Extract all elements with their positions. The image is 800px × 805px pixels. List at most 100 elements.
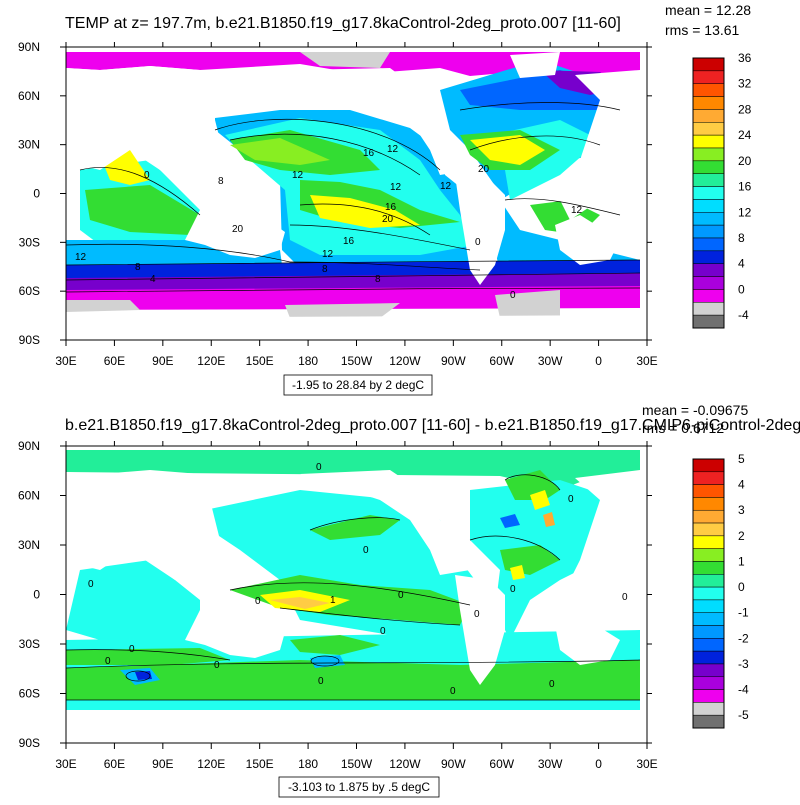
panel-2-axes: 30E 60E 90E 120E 150E 180 150W 120W 90W 60W 30W 0 30… <box>18 439 658 771</box>
contour-label: 0 <box>475 237 481 248</box>
colorbar-swatch <box>692 212 725 226</box>
panel-1-info-box <box>283 374 433 396</box>
y-tick-label: 0 <box>33 187 40 201</box>
colorbar-label: 20 <box>738 154 752 168</box>
contour-label: 12 <box>292 170 304 181</box>
colorbar-swatch <box>692 535 725 549</box>
colorbar-label: 36 <box>738 51 752 65</box>
colorbar-swatch <box>692 689 725 703</box>
y-tick-label: 90N <box>18 40 40 54</box>
colorbar-swatch <box>692 70 725 84</box>
contour-label: 8 <box>375 274 381 285</box>
colorbar-swatch <box>692 186 725 200</box>
colorbar-label: 4 <box>738 257 745 271</box>
colorbar-swatch <box>692 484 725 498</box>
x-tick-label: 150E <box>246 354 274 368</box>
contour-label: 0 <box>568 494 574 505</box>
colorbar-swatch <box>692 263 725 277</box>
x-tick-label: 150W <box>341 354 373 368</box>
x-tick-label: 60E <box>104 757 125 771</box>
colorbar-swatch <box>692 122 725 136</box>
panel-1: TEMP at z= 197.7m, b.e21.B1850.f19_g17.8… <box>18 2 752 396</box>
contour-label: 12 <box>387 144 399 155</box>
x-tick-label: 120E <box>197 757 225 771</box>
colorbar-label: 5 <box>738 452 745 466</box>
contour-label: 0 <box>398 590 404 601</box>
colorbar-swatch <box>692 638 725 652</box>
y-tick-label: 60N <box>18 89 40 103</box>
contour-label: 0 <box>450 686 456 697</box>
contour-label: 16 <box>385 202 397 213</box>
panel-1-title: TEMP at z= 197.7m, b.e21.B1850.f19_g17.8… <box>65 15 621 32</box>
y-tick-label: 90S <box>19 736 40 750</box>
colorbar-swatch <box>692 714 725 729</box>
contour-label: 0 <box>380 626 386 637</box>
colorbar-swatch <box>692 302 725 316</box>
contour-label: 0 <box>255 596 261 607</box>
contour-label: 20 <box>232 224 244 235</box>
y-tick-label: 0 <box>33 588 40 602</box>
x-tick-label: 30E <box>636 757 657 771</box>
contour-label: 0 <box>510 290 516 301</box>
contour-label: 0 <box>549 679 555 690</box>
contour-label: 1 <box>330 595 336 606</box>
x-tick-label: 30E <box>55 757 76 771</box>
panel-1-mean: mean = 12.28 <box>665 2 751 18</box>
colorbar-swatch <box>692 650 725 665</box>
contour-label: 0 <box>363 545 369 556</box>
colorbar-label: 32 <box>738 77 752 91</box>
colorbar-label: 28 <box>738 102 752 116</box>
colorbar-swatch <box>692 314 725 329</box>
x-tick-label: 30W <box>538 757 563 771</box>
contour-label: 0 <box>105 656 111 667</box>
colorbar-frame <box>692 57 725 329</box>
colorbar-label: 3 <box>738 503 745 517</box>
colorbar-swatch <box>692 83 725 97</box>
colorbar-swatch <box>692 548 725 562</box>
contour-label: 0 <box>622 592 628 603</box>
colorbar-label: -4 <box>738 683 749 697</box>
x-tick-label: 30E <box>55 354 76 368</box>
colorbar-swatch <box>692 134 725 149</box>
x-tick-label: 120W <box>389 354 421 368</box>
colorbar-swatch <box>692 160 725 174</box>
colorbar-swatch <box>692 471 725 485</box>
panel-1-colorbar: 36 32 28 24 20 16 12 8 4 0 -4 <box>692 51 752 329</box>
x-tick-label: 90E <box>152 757 173 771</box>
colorbar-swatch <box>692 663 725 678</box>
panel-2-title: b.e21.B1850.f19_g17.8kaControl-2deg_prot… <box>65 417 800 434</box>
contour-label: 12 <box>75 252 87 263</box>
panel-1-rms: rms = 13.61 <box>665 22 740 38</box>
contour-label: 0 <box>316 462 322 473</box>
contour-label: 0 <box>318 676 324 687</box>
colorbar-swatch <box>692 676 725 690</box>
colorbar-swatch <box>692 224 725 239</box>
colorbar-label: 16 <box>738 180 752 194</box>
panel-2: b.e21.B1850.f19_g17.8kaControl-2deg_prot… <box>18 402 800 798</box>
colorbar-swatch <box>692 289 725 303</box>
contour-label: 12 <box>322 249 334 260</box>
contour-label: 0 <box>474 609 480 620</box>
panel-1-axes: 30E 60E 90E 120E 150E 180 150W 120W 90W 60W 30W 0 30… <box>18 40 658 368</box>
contour-label: 12 <box>390 182 402 193</box>
x-tick-label: 180 <box>298 757 318 771</box>
contour-label: 4 <box>150 274 156 285</box>
contour-label: 0 <box>129 644 135 655</box>
x-tick-label: 90W <box>441 354 466 368</box>
x-tick-label: 180 <box>298 354 318 368</box>
contour-label: 16 <box>343 236 355 247</box>
colorbar-label: 8 <box>738 231 745 245</box>
contour-label: 8 <box>218 176 224 187</box>
contour-label: 16 <box>363 148 375 159</box>
y-tick-label: 90N <box>18 439 40 453</box>
colorbar-label: 2 <box>738 529 745 543</box>
contour-label: 20 <box>382 214 394 225</box>
panel-2-contour-labels: 0 0 0 0 0 0 1 0 0 0 0 0 0 0 0 0 0 <box>88 462 628 697</box>
contour-label: 12 <box>571 205 583 216</box>
panel-1-info: -1.95 to 28.84 by 2 degC <box>292 378 424 392</box>
colorbar-label: 24 <box>738 128 752 142</box>
x-tick-label: 120W <box>389 757 421 771</box>
colorbar-label: -1 <box>738 606 749 620</box>
colorbar-swatch <box>692 199 725 213</box>
